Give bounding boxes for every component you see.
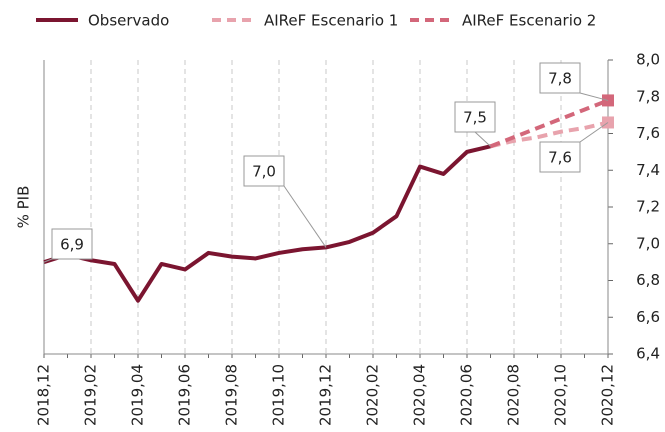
legend-label: AIReF Escenario 1 (264, 12, 398, 30)
callout-line (474, 131, 491, 147)
annotation: 7,5 (463, 109, 487, 127)
x-tick-label: 2020,02 (364, 364, 382, 426)
x-tick-label: 2019,02 (82, 364, 100, 426)
series-line (43, 144, 491, 303)
x-tick-label: 2020,06 (458, 364, 476, 426)
annotation: 7,8 (548, 70, 572, 88)
series-line (489, 98, 609, 149)
legend-label: Observado (88, 12, 169, 30)
legend-label: AIReF Escenario 2 (462, 12, 596, 30)
y-tick-label: 6,6 (636, 308, 660, 326)
series-line (490, 120, 609, 149)
callout-line (579, 122, 609, 143)
x-tick-label: 2019,12 (317, 364, 335, 426)
x-tick-label: 2019,08 (223, 364, 241, 426)
callout-box (454, 101, 496, 133)
x-tick-label: 2019,04 (129, 364, 147, 426)
annotation: 7,0 (252, 163, 276, 181)
y-tick-label: 7,8 (636, 87, 660, 105)
y-tick-label: 8,0 (636, 51, 660, 69)
y-tick-label: 7,0 (636, 234, 660, 252)
annotation: 6,9 (60, 236, 84, 254)
callout-line (579, 92, 609, 101)
callout-box (51, 228, 93, 260)
callout-box (539, 141, 581, 173)
x-tick-label: 2020,04 (411, 364, 429, 426)
annotation: 7,6 (548, 149, 572, 167)
y-axis-label: % PIB (15, 186, 33, 229)
y-tick-label: 7,2 (636, 198, 660, 216)
y-tick-label: 6,4 (636, 345, 660, 363)
x-tick-label: 2018,12 (35, 364, 53, 426)
y-tick-label: 6,8 (636, 271, 660, 289)
callout-line (283, 185, 327, 248)
x-tick-label: 2020,08 (505, 364, 523, 426)
y-tick-label: 7,6 (636, 124, 660, 142)
callout-line (43, 258, 53, 263)
callout-box (243, 155, 285, 187)
callout-box (539, 62, 581, 94)
x-tick-label: 2019,06 (176, 364, 194, 426)
x-tick-label: 2019,10 (270, 364, 288, 426)
x-tick-label: 2020,10 (552, 364, 570, 426)
x-tick-label: 2020,12 (599, 364, 617, 426)
y-tick-label: 7,4 (636, 161, 660, 179)
